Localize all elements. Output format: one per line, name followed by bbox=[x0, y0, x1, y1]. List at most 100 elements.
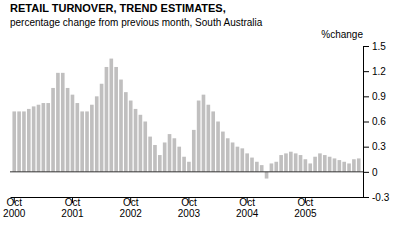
bar bbox=[270, 163, 274, 171]
bar bbox=[85, 111, 89, 171]
bar bbox=[308, 163, 312, 171]
bar bbox=[202, 95, 206, 172]
bar bbox=[114, 67, 118, 172]
bar bbox=[143, 122, 147, 172]
bar bbox=[22, 111, 26, 171]
bar bbox=[192, 130, 196, 172]
bar bbox=[37, 105, 41, 172]
bar bbox=[294, 153, 298, 171]
bar bbox=[333, 158, 337, 171]
x-tick: Oct2000 bbox=[3, 197, 26, 219]
bar bbox=[221, 132, 225, 172]
bar bbox=[304, 159, 308, 172]
y-tick-label: 0 bbox=[372, 167, 378, 178]
x-tick-label-line: Oct bbox=[123, 197, 139, 208]
x-tick-label: Oct2001 bbox=[61, 197, 84, 219]
bar bbox=[187, 162, 191, 172]
bar bbox=[66, 88, 70, 172]
y-tick: 1.5 bbox=[363, 41, 386, 52]
y-tick-label: -0.3 bbox=[372, 192, 390, 203]
bar bbox=[61, 73, 65, 172]
bar bbox=[100, 84, 104, 172]
title: RETAIL TURNOVER, TREND ESTIMATES, bbox=[10, 2, 226, 14]
subtitle: percentage change from previous month, S… bbox=[10, 17, 263, 28]
bar bbox=[12, 111, 16, 171]
bar bbox=[177, 147, 181, 172]
bar bbox=[76, 103, 80, 172]
x-tick-label: Oct2003 bbox=[178, 197, 201, 219]
bar bbox=[163, 142, 167, 171]
bar bbox=[338, 160, 342, 172]
y-tick-mark bbox=[363, 71, 369, 72]
y-tick: 0.3 bbox=[363, 141, 386, 152]
x-tick-label-line: 2001 bbox=[61, 208, 84, 219]
x-tick-label-line: Oct bbox=[239, 197, 255, 208]
bar bbox=[357, 158, 361, 171]
x-tick-label-line: 2004 bbox=[236, 208, 259, 219]
bar bbox=[173, 138, 177, 172]
bar bbox=[236, 147, 240, 172]
bar bbox=[168, 134, 172, 172]
x-tick-label-line: Oct bbox=[298, 197, 314, 208]
bar bbox=[134, 109, 138, 172]
bar bbox=[51, 88, 55, 172]
bar bbox=[32, 106, 36, 171]
bar bbox=[313, 157, 317, 172]
plot-area bbox=[12, 59, 360, 179]
bar bbox=[46, 103, 50, 172]
bar bbox=[90, 105, 94, 172]
x-tick-label-line: Oct bbox=[6, 197, 22, 208]
bar bbox=[260, 165, 264, 172]
bar bbox=[148, 137, 152, 172]
bar bbox=[17, 111, 21, 171]
bar bbox=[56, 73, 60, 172]
bar bbox=[42, 103, 46, 172]
x-axis: Oct2000Oct2001Oct2002Oct2003Oct2004Oct20… bbox=[3, 197, 363, 219]
bar bbox=[318, 153, 322, 171]
y-axis-title: %change bbox=[321, 29, 363, 40]
bar bbox=[226, 138, 230, 172]
bar bbox=[182, 157, 186, 172]
bar bbox=[284, 153, 288, 171]
bar bbox=[71, 95, 75, 172]
x-tick: Oct2005 bbox=[294, 197, 317, 219]
x-tick-label: Oct2000 bbox=[3, 197, 26, 219]
y-tick-label: 0.3 bbox=[372, 141, 386, 152]
x-tick-label-line: Oct bbox=[181, 197, 197, 208]
x-tick: Oct2004 bbox=[236, 197, 259, 219]
x-tick-label-line: 2003 bbox=[178, 208, 201, 219]
y-axis: -0.3 0 0.3 0.6 0.9 1.2 1.5 bbox=[363, 41, 390, 203]
x-tick: Oct2002 bbox=[120, 197, 143, 219]
y-tick-mark bbox=[363, 197, 369, 198]
bar bbox=[95, 96, 99, 172]
bar bbox=[207, 105, 211, 172]
bar bbox=[80, 111, 84, 171]
bar bbox=[27, 109, 31, 172]
bar bbox=[153, 145, 157, 172]
x-tick-label-line: 2002 bbox=[120, 208, 143, 219]
y-tick: 0.6 bbox=[363, 116, 386, 127]
bar bbox=[240, 148, 244, 171]
y-tick-label: 1.5 bbox=[372, 41, 386, 52]
y-tick: -0.3 bbox=[363, 192, 390, 203]
x-tick-label: Oct2004 bbox=[236, 197, 259, 219]
bar bbox=[328, 157, 332, 172]
bar bbox=[211, 111, 215, 171]
bar bbox=[105, 67, 109, 172]
bar bbox=[139, 115, 143, 172]
y-tick-label: 1.2 bbox=[372, 66, 386, 77]
bar bbox=[245, 153, 249, 171]
bar bbox=[124, 92, 128, 172]
bar bbox=[352, 159, 356, 172]
y-tick-mark bbox=[363, 122, 369, 123]
x-tick-label-line: 2000 bbox=[3, 208, 26, 219]
y-tick: 1.2 bbox=[363, 66, 386, 77]
bar bbox=[265, 172, 269, 179]
y-tick: 0 bbox=[363, 167, 378, 178]
bar bbox=[274, 162, 278, 172]
zero-line bbox=[10, 171, 363, 172]
y-tick: 0.9 bbox=[363, 91, 386, 102]
bar bbox=[109, 59, 113, 172]
bar bbox=[289, 152, 293, 172]
y-tick-mark bbox=[363, 96, 369, 97]
